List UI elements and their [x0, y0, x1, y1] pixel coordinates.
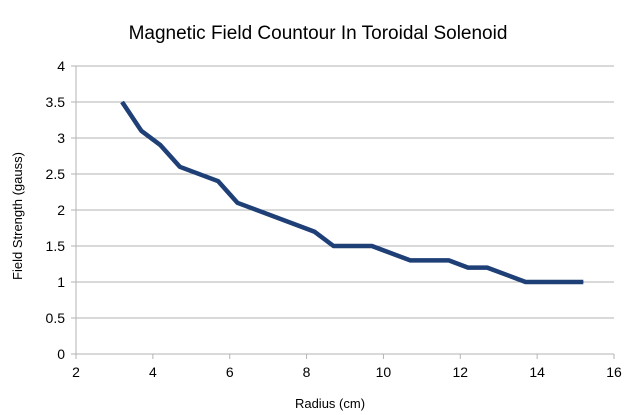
x-tick-label: 14	[529, 364, 545, 380]
chart-title: Magnetic Field Countour In Toroidal Sole…	[129, 23, 508, 44]
data-point	[236, 202, 238, 204]
data-point	[448, 259, 450, 261]
x-tick-label: 8	[303, 364, 311, 380]
data-point	[409, 259, 411, 261]
y-tick-label: 2	[57, 202, 65, 218]
x-tick-label: 6	[226, 364, 234, 380]
axes	[71, 65, 615, 359]
x-tick-label: 16	[606, 364, 622, 380]
series-line	[120, 100, 584, 285]
data-point	[582, 281, 584, 283]
data-point	[140, 130, 142, 132]
y-tick-label: 3	[57, 130, 65, 146]
data-point	[544, 281, 546, 283]
data-point	[525, 281, 527, 283]
x-tick-label: 12	[452, 364, 468, 380]
data-point	[486, 267, 488, 269]
data-point	[179, 166, 181, 168]
data-point	[313, 231, 315, 233]
x-tick-label: 2	[72, 364, 80, 380]
y-tick-label: 3.5	[46, 94, 66, 110]
y-tick-label: 1	[57, 274, 65, 290]
x-tick-label: 10	[376, 364, 392, 380]
y-tick-label: 4	[57, 58, 65, 74]
y-tick-label: 2.5	[46, 166, 66, 182]
data-point	[467, 267, 469, 269]
y-tick-labels: 0 0.5 1 1.5 2 2.5 3 3.5 4	[46, 58, 66, 362]
y-tick-label: 1.5	[46, 238, 66, 254]
data-point	[160, 144, 162, 146]
data-point	[563, 281, 565, 283]
x-axis-label: Radius (cm)	[295, 396, 365, 411]
y-tick-label: 0.5	[46, 310, 66, 326]
series-group	[120, 100, 584, 285]
data-point	[217, 180, 219, 182]
x-tick-labels: 2 4 6 8 10 12 14 16	[72, 364, 622, 380]
y-axis-label: Field Strength (gauss)	[10, 152, 25, 280]
y-tick-label: 0	[57, 346, 65, 362]
data-point	[332, 245, 334, 247]
data-point	[371, 245, 373, 247]
data-point	[121, 101, 123, 103]
x-tick-label: 4	[149, 364, 157, 380]
